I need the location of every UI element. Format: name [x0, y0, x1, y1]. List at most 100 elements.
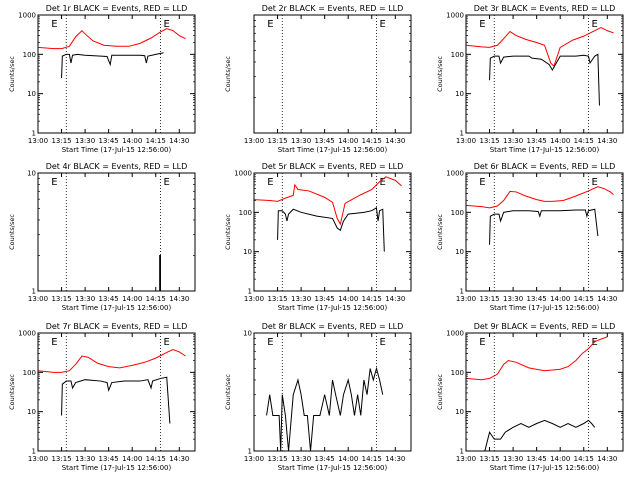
y-tick-label: 100	[23, 51, 36, 59]
y-tick-label: 10	[455, 408, 464, 416]
plot-frame	[253, 14, 412, 134]
x-tick-label: 14:15	[362, 455, 382, 463]
x-axis-label: Start Time (17-Jul-15 12:56:00)	[278, 304, 388, 312]
x-axis-label: Start Time (17-Jul-15 12:56:00)	[490, 464, 600, 472]
events-series-line	[484, 419, 596, 452]
y-tick-label: 10	[455, 90, 464, 98]
marker-label: E	[163, 19, 169, 30]
x-axis-label: Start Time (17-Jul-15 12:56:00)	[490, 304, 600, 312]
x-tick-label: 14:30	[385, 295, 405, 303]
panel-title: Det 1r BLACK = Events, RED = LLD	[46, 4, 188, 13]
panel-title: Det 4r BLACK = Events, RED = LLD	[46, 162, 188, 171]
x-tick-label: 13:00	[456, 455, 476, 463]
panel-title: Det 2r BLACK = Events, RED = LLD	[262, 4, 404, 13]
x-tick-label: 13:15	[267, 137, 287, 145]
x-tick-label: 13:45	[315, 295, 335, 303]
x-tick-label: 13:30	[291, 137, 311, 145]
y-tick-label: 10	[27, 170, 36, 178]
x-tick-label: 13:15	[51, 137, 71, 145]
y-tick-label: 10	[27, 408, 36, 416]
events-series-line	[159, 254, 161, 291]
x-tick-label: 13:45	[99, 455, 119, 463]
x-tick-label: 14:15	[362, 137, 382, 145]
x-tick-label: 14:30	[385, 455, 405, 463]
x-axis-label: Start Time (17-Jul-15 12:56:00)	[62, 464, 172, 472]
marker-label: E	[591, 177, 597, 188]
x-tick-label: 14:15	[146, 455, 166, 463]
plot-frame	[253, 332, 412, 452]
y-tick-label: 1000	[446, 170, 464, 178]
y-tick-label: 1	[460, 288, 464, 296]
x-tick-label: 13:45	[99, 137, 119, 145]
x-tick-label: 14:00	[338, 295, 358, 303]
x-tick-label: 13:30	[75, 137, 95, 145]
y-axis-label: Counts/sec	[8, 374, 16, 410]
x-tick-label: 13:30	[291, 295, 311, 303]
y-axis-label: Counts/sec	[8, 56, 16, 92]
x-tick-label: 13:15	[267, 295, 287, 303]
plot-frame	[465, 172, 624, 292]
x-tick-label: 14:30	[169, 137, 189, 145]
x-tick-label: 14:00	[550, 137, 570, 145]
events-series-line	[489, 208, 599, 245]
x-tick-label: 14:15	[574, 295, 594, 303]
x-tick-label: 13:00	[244, 137, 264, 145]
x-tick-label: 14:15	[574, 137, 594, 145]
x-tick-label: 13:00	[456, 137, 476, 145]
x-tick-label: 13:00	[28, 455, 48, 463]
x-tick-label: 14:15	[146, 137, 166, 145]
marker-label: E	[267, 19, 273, 30]
y-tick-label: 1	[248, 448, 252, 456]
x-tick-label: 14:00	[550, 295, 570, 303]
panel-title: Det 6r BLACK = Events, RED = LLD	[474, 162, 616, 171]
y-axis-label: Counts/sec	[436, 56, 444, 92]
events-series-line	[277, 207, 385, 252]
y-tick-label: 10	[455, 248, 464, 256]
y-axis-label: Counts/sec	[436, 214, 444, 250]
events-series-line	[61, 52, 164, 79]
y-tick-label: 1000	[18, 12, 36, 20]
x-tick-label: 14:30	[597, 455, 617, 463]
y-tick-label: 100	[23, 369, 36, 377]
marker-label: E	[591, 19, 597, 30]
lld-series-line	[37, 28, 186, 50]
plot-frame	[37, 332, 196, 452]
x-tick-label: 13:00	[244, 455, 264, 463]
panel-title: Det 3r BLACK = Events, RED = LLD	[474, 4, 616, 13]
x-tick-label: 13:15	[479, 455, 499, 463]
x-tick-label: 14:00	[122, 295, 142, 303]
y-tick-label: 1	[460, 448, 464, 456]
x-tick-label: 14:30	[169, 295, 189, 303]
x-tick-label: 13:45	[527, 137, 547, 145]
x-tick-label: 13:15	[479, 137, 499, 145]
y-tick-label: 10	[243, 248, 252, 256]
lld-series-line	[465, 26, 614, 68]
y-tick-label: 1	[32, 288, 36, 296]
x-tick-label: 14:00	[122, 137, 142, 145]
y-tick-label: 1	[32, 448, 36, 456]
y-tick-label: 100	[451, 369, 464, 377]
x-tick-label: 14:15	[362, 295, 382, 303]
x-axis-label: Start Time (17-Jul-15 12:56:00)	[490, 146, 600, 154]
lld-series-line	[465, 186, 614, 209]
plot-frame	[37, 14, 196, 134]
marker-label: E	[51, 177, 57, 188]
y-tick-label: 1000	[234, 170, 252, 178]
x-tick-label: 13:45	[527, 295, 547, 303]
y-tick-label: 10	[27, 90, 36, 98]
panel-title: Det 5r BLACK = Events, RED = LLD	[262, 162, 404, 171]
x-tick-label: 14:30	[385, 137, 405, 145]
marker-label: E	[379, 19, 385, 30]
x-tick-label: 13:30	[75, 295, 95, 303]
plot-frame	[465, 14, 624, 134]
x-tick-label: 13:00	[456, 295, 476, 303]
x-tick-label: 13:00	[244, 295, 264, 303]
x-tick-label: 13:15	[267, 455, 287, 463]
marker-label: E	[479, 177, 485, 188]
y-tick-label: 100	[239, 209, 252, 217]
